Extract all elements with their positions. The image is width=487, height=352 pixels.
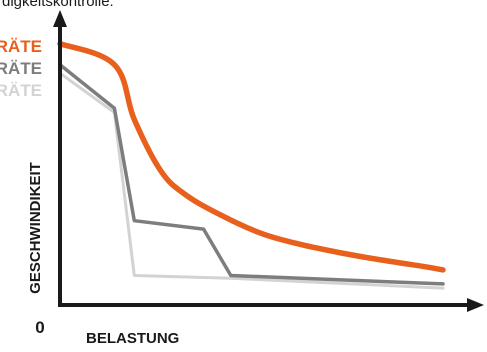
axes <box>53 10 484 312</box>
series-line-1 <box>57 40 446 273</box>
origin-label: 0 <box>35 318 44 337</box>
x-axis-arrow-icon <box>467 298 484 312</box>
y-axis-label: GESCHWINDIKEIT <box>27 162 44 294</box>
header-text: digkeitskontrolle: <box>2 0 114 10</box>
y-axis-arrow-icon <box>53 10 67 27</box>
x-axis-label: BELASTUNG <box>86 330 179 347</box>
series-line-2 <box>58 62 445 286</box>
series-layer <box>57 40 446 290</box>
series-line-3 <box>58 71 445 290</box>
